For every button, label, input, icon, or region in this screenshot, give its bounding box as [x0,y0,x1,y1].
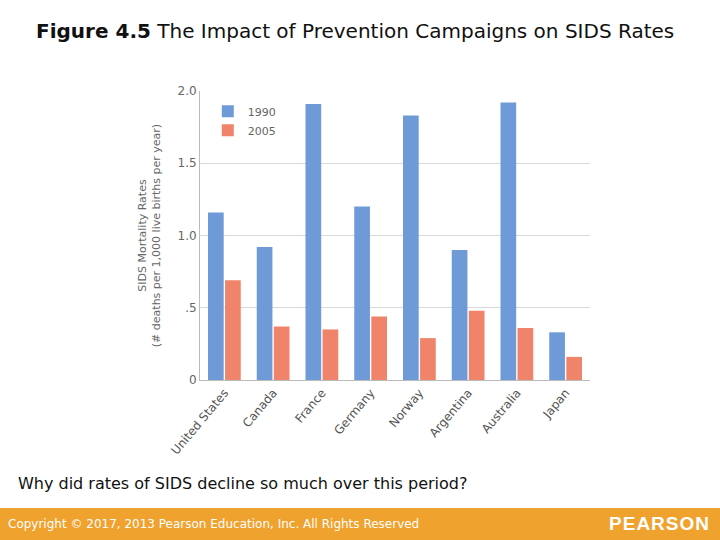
svg-text:Japan: Japan [540,386,573,421]
svg-text:1990: 1990 [248,106,276,119]
svg-text:Canada: Canada [240,386,280,430]
html-text:Why did rates of SIDS decline: Why did rates of SIDS decline so much ov… [18,474,468,493]
svg-text:Argentina: Argentina [427,386,475,440]
svg-text:2005: 2005 [248,125,276,138]
html-text:PEARSON: PEARSON [609,513,710,534]
svg-text:United States: United States [168,386,231,457]
html-text:Copyright © 2017, 2013 Pearson: Copyright © 2017, 2013 Pearson Education… [8,517,420,531]
svg-text:0: 0 [189,373,197,387]
svg-text:Germany: Germany [331,386,377,437]
svg-text:Norway: Norway [386,386,426,430]
html-text:Figure 4.5 The Impact of Preve: Figure 4.5 The Impact of Prevention Camp… [36,19,675,43]
svg-text:2.0: 2.0 [178,84,197,98]
svg-text:1.5: 1.5 [178,156,197,170]
svg-text:Australia: Australia [479,386,524,436]
svg-text:1.0: 1.0 [178,229,197,243]
svg-text:.5: .5 [185,301,196,315]
svg-text:France: France [292,386,328,426]
svg-text:SIDS Mortality Rates(# deaths: SIDS Mortality Rates(# deaths per 1,000 … [136,124,163,347]
